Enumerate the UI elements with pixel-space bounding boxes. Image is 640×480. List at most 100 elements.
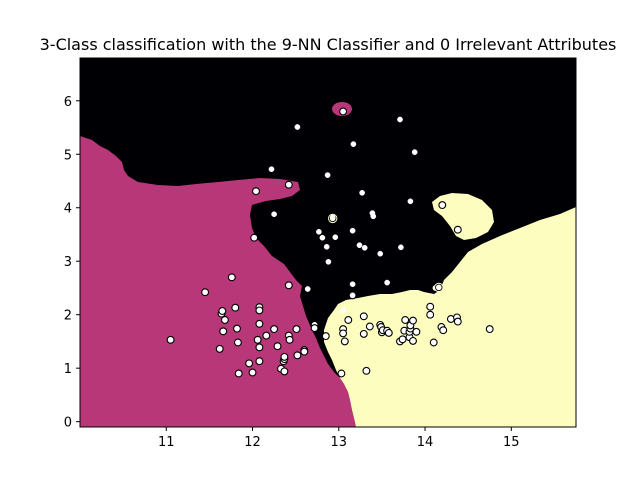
data-point-class-0 bbox=[219, 327, 228, 336]
data-point-class-0 bbox=[337, 369, 346, 378]
data-point-class-2 bbox=[412, 327, 421, 336]
x-tick-label: 13 bbox=[331, 435, 348, 450]
data-point-class-2 bbox=[438, 201, 447, 210]
data-point-class-1 bbox=[359, 189, 365, 196]
data-point-class-1 bbox=[329, 214, 336, 221]
data-point-class-1 bbox=[397, 116, 403, 123]
data-point-class-0 bbox=[284, 180, 293, 189]
data-point-class-2 bbox=[398, 335, 407, 344]
data-point-class-0 bbox=[270, 325, 279, 334]
data-point-class-2 bbox=[409, 316, 417, 325]
data-point-class-0 bbox=[255, 319, 264, 328]
data-point-class-1 bbox=[340, 307, 346, 314]
data-point-class-0 bbox=[273, 342, 282, 351]
data-point-class-1 bbox=[323, 243, 330, 250]
data-point-class-2 bbox=[453, 225, 462, 234]
y-axis-ticks: 0 1 2 3 4 5 6 bbox=[64, 95, 80, 431]
data-point-class-0 bbox=[310, 324, 319, 333]
data-point-class-0 bbox=[280, 352, 289, 361]
data-point-class-1 bbox=[319, 234, 326, 241]
y-tick-label: 5 bbox=[64, 148, 72, 163]
data-point-class-2 bbox=[426, 302, 435, 311]
data-point-class-0 bbox=[250, 233, 259, 242]
data-point-class-0 bbox=[255, 306, 264, 315]
data-point-class-2 bbox=[362, 366, 371, 375]
data-point-class-1 bbox=[349, 281, 356, 288]
x-tick-label: 12 bbox=[244, 435, 261, 450]
data-point-class-0 bbox=[233, 324, 241, 333]
data-point-class-1 bbox=[325, 258, 332, 265]
data-point-class-0 bbox=[234, 369, 243, 378]
data-point-class-2 bbox=[384, 328, 393, 337]
data-point-class-0 bbox=[255, 343, 264, 352]
data-point-class-1 bbox=[324, 172, 331, 178]
data-point-class-1 bbox=[398, 244, 404, 251]
data-point-class-1 bbox=[271, 211, 277, 218]
data-point-class-0 bbox=[339, 107, 348, 116]
y-tick-label: 4 bbox=[64, 202, 72, 217]
data-point-class-0 bbox=[262, 331, 271, 340]
data-point-class-0 bbox=[201, 288, 210, 297]
data-point-class-2 bbox=[453, 317, 462, 326]
data-point-class-2 bbox=[365, 322, 374, 331]
data-point-highlight bbox=[434, 282, 444, 293]
data-point-class-2 bbox=[439, 326, 448, 335]
data-point-class-0 bbox=[293, 351, 302, 360]
data-point-class-1 bbox=[349, 227, 356, 234]
data-point-class-1 bbox=[316, 228, 322, 235]
data-point-class-1 bbox=[332, 234, 339, 241]
data-point-class-0 bbox=[284, 281, 293, 290]
data-point-class-0 bbox=[292, 325, 301, 334]
data-point-class-0 bbox=[220, 316, 229, 324]
data-point-class-0 bbox=[339, 329, 348, 338]
x-tick-label: 15 bbox=[503, 435, 520, 450]
data-point-class-0 bbox=[248, 368, 257, 377]
data-point-class-1 bbox=[361, 244, 368, 251]
y-tick-label: 0 bbox=[64, 416, 72, 431]
data-point-class-0 bbox=[348, 291, 357, 300]
data-point-class-0 bbox=[245, 359, 254, 368]
data-point-class-0 bbox=[359, 312, 368, 321]
data-point-class-1 bbox=[384, 279, 390, 286]
data-point-class-2 bbox=[426, 310, 435, 319]
data-point-class-1 bbox=[370, 213, 377, 220]
x-axis-ticks: 11 12 13 14 15 bbox=[158, 427, 520, 450]
data-point-class-2 bbox=[434, 283, 443, 292]
x-tick-label: 11 bbox=[158, 435, 175, 450]
data-point-class-1 bbox=[377, 250, 384, 257]
y-tick-label: 1 bbox=[64, 362, 72, 377]
data-point-class-2 bbox=[429, 338, 438, 347]
data-point-class-1 bbox=[294, 124, 301, 130]
y-tick-label: 6 bbox=[64, 95, 72, 110]
data-point-class-0 bbox=[231, 303, 240, 312]
data-point-class-2 bbox=[401, 316, 410, 324]
data-point-class-0 bbox=[252, 187, 260, 196]
data-point-highlight bbox=[328, 213, 338, 224]
data-point-class-0 bbox=[285, 335, 294, 344]
y-tick-label: 2 bbox=[64, 309, 72, 324]
data-point-class-1 bbox=[356, 242, 363, 249]
data-point-class-1 bbox=[268, 166, 275, 173]
x-tick-label: 14 bbox=[417, 435, 434, 450]
data-point-class-1 bbox=[411, 149, 418, 155]
data-point-class-0 bbox=[321, 332, 330, 341]
data-point-class-0 bbox=[233, 338, 242, 347]
data-point-class-0 bbox=[253, 335, 262, 344]
decision-region-class-2-island bbox=[432, 193, 494, 240]
y-tick-label: 3 bbox=[64, 255, 72, 270]
data-point-class-0 bbox=[280, 367, 289, 376]
data-point-class-0 bbox=[218, 307, 227, 315]
data-point-class-0 bbox=[227, 273, 236, 282]
data-point-class-1 bbox=[407, 198, 414, 205]
plot-area bbox=[80, 58, 576, 427]
chart-title: 3-Class classification with the 9-NN Cla… bbox=[40, 35, 617, 54]
data-point-class-2 bbox=[485, 325, 494, 334]
data-point-class-0 bbox=[344, 316, 353, 324]
data-point-class-0 bbox=[359, 329, 368, 338]
data-point-class-1 bbox=[304, 286, 311, 292]
data-point-class-0 bbox=[300, 347, 309, 356]
data-point-class-1 bbox=[350, 141, 357, 147]
data-point-class-0 bbox=[166, 335, 175, 344]
scatter-points bbox=[166, 107, 494, 378]
